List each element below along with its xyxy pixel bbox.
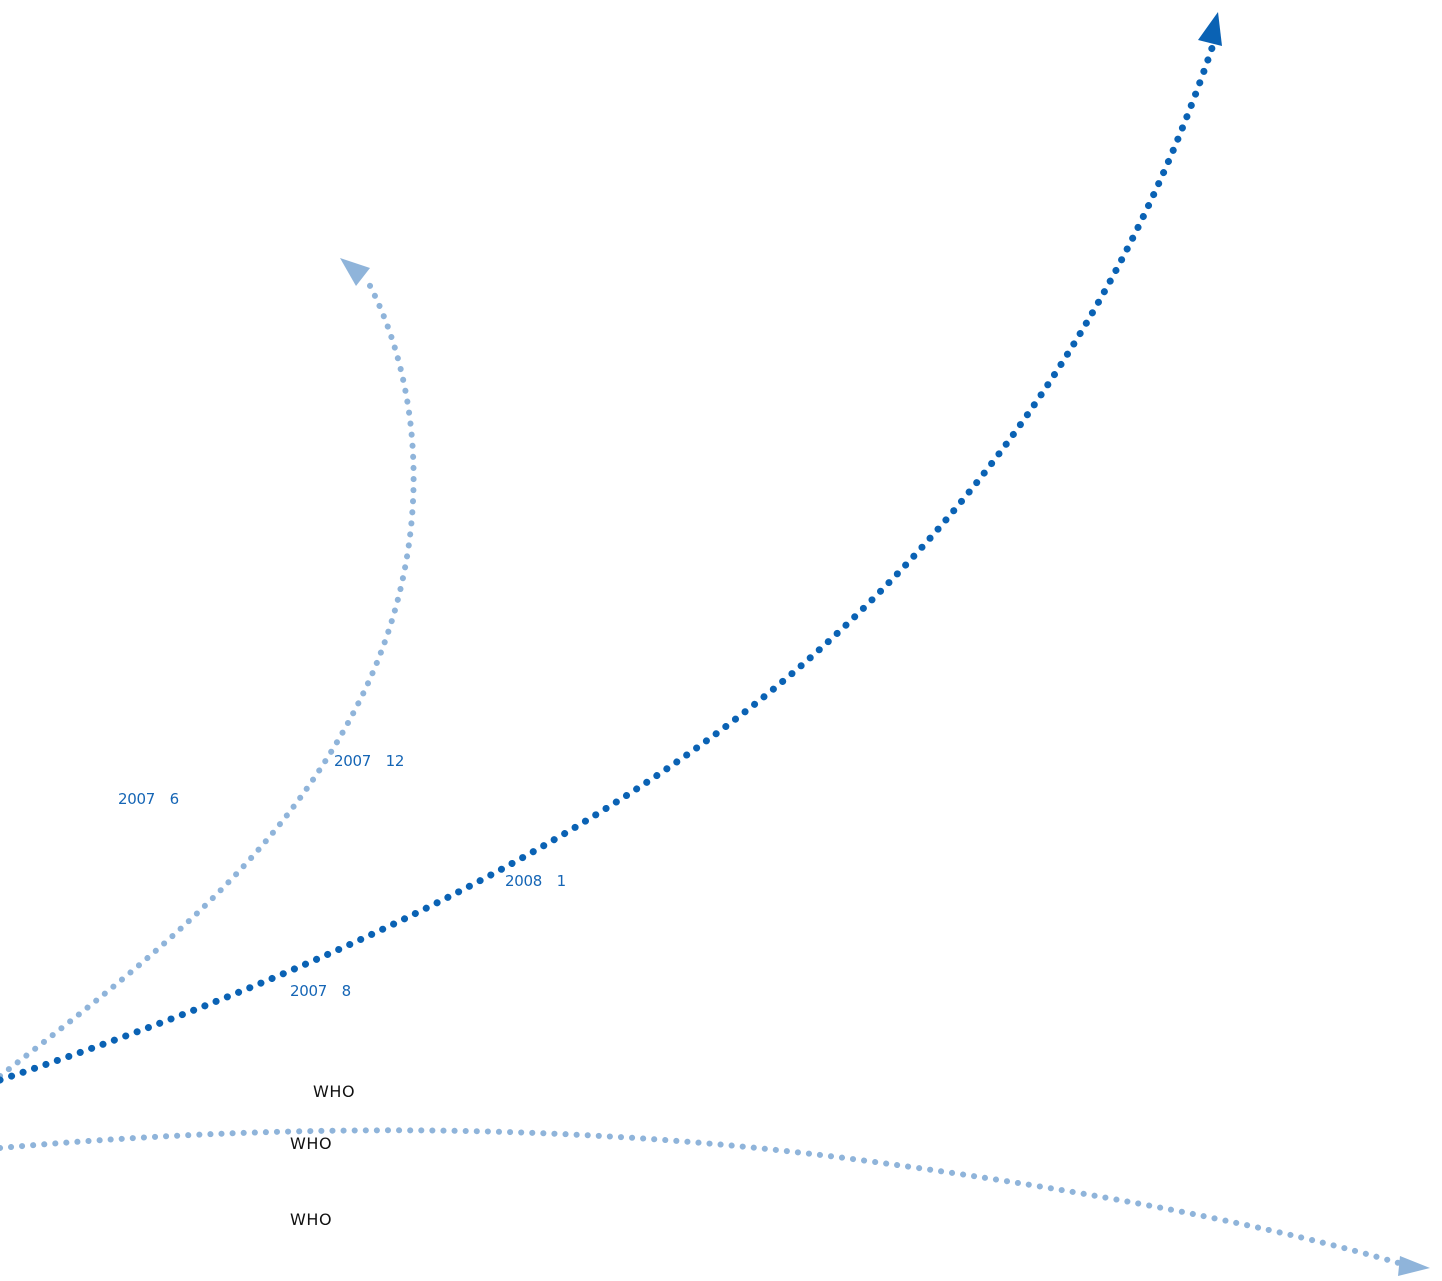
light-bottom-arrow-path xyxy=(0,1127,1405,1267)
date-label-2007-6: 2007 6 xyxy=(118,790,179,808)
dark-rising-arrow-path xyxy=(0,44,1216,1084)
date-label-2007-12: 2007 12 xyxy=(334,752,404,770)
date-label-2008-1: 2008 1 xyxy=(505,872,566,890)
light-curving-arrow-path xyxy=(0,279,417,1079)
light-curving-arrowhead-icon xyxy=(340,258,370,286)
who-label-2: WHO xyxy=(290,1134,332,1153)
date-label-2007-8: 2007 8 xyxy=(290,982,351,1000)
who-label-3: WHO xyxy=(290,1210,332,1229)
who-label-1: WHO xyxy=(313,1082,355,1101)
light-bottom-arrowhead-icon xyxy=(1398,1256,1430,1276)
dark-rising-arrowhead-icon xyxy=(1198,12,1222,46)
